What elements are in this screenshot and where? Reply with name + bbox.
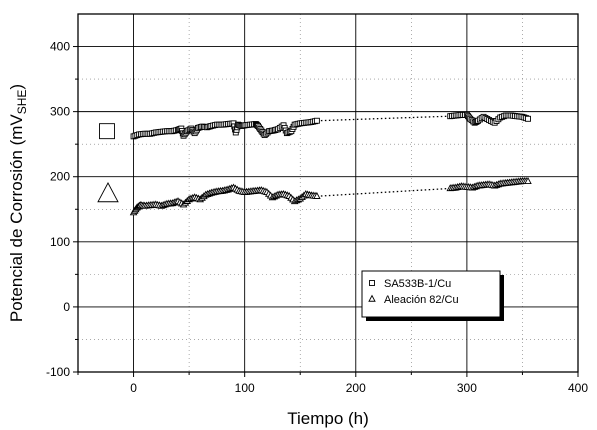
series-square-markers	[130, 111, 531, 140]
side-triangle-marker	[97, 182, 119, 203]
plot-area-frame	[77, 13, 579, 373]
axis-ticks: 0 100 200 300 400 -100 0 100 200 300 400	[46, 40, 588, 395]
y-axis-title-close: )	[7, 84, 26, 90]
x-tick-label: 400	[568, 381, 588, 395]
y-tick-label: 0	[63, 300, 70, 314]
side-square-marker	[99, 123, 115, 140]
data-markers	[129, 111, 532, 216]
y-tick-label: 400	[50, 40, 70, 54]
y-tick-label: 100	[50, 235, 70, 249]
x-tick-label: 300	[457, 381, 477, 395]
x-tick-label: 200	[346, 381, 366, 395]
dotted-link-line	[316, 115, 451, 122]
y-axis-title-main: Potencial de Corrosión (mV	[7, 114, 26, 323]
y-tick-label: 200	[50, 170, 70, 184]
legend-entries: SA533B-1/Cu Aleación 82/Cu	[368, 278, 459, 306]
dotted-link-lines	[316, 115, 451, 197]
series-triangle-markers	[129, 176, 532, 216]
y-tick-label: -100	[46, 365, 70, 379]
legend-label: SA533B-1/Cu	[384, 278, 451, 290]
x-axis-title: Tiempo (h)	[287, 409, 369, 428]
data-point-square	[525, 115, 531, 122]
legend-triangle-marker	[368, 294, 376, 302]
dotted-link-line	[316, 187, 451, 197]
y-axis-title-subscript: SHE	[15, 90, 29, 115]
side-series-markers	[97, 123, 119, 203]
legend-square-marker	[369, 280, 375, 286]
data-point-square	[313, 117, 320, 124]
data-point-triangle	[313, 191, 321, 199]
y-axis-title: Potencial de Corrosión (mVSHE)	[7, 84, 29, 322]
x-tick-label: 0	[130, 381, 137, 395]
legend: SA533B-1/Cu Aleación 82/Cu	[361, 270, 504, 321]
legend-box	[361, 270, 501, 318]
legend-label: Aleación 82/Cu	[384, 294, 459, 306]
data-point-triangle	[524, 176, 532, 184]
y-tick-label: 300	[50, 105, 70, 119]
x-tick-label: 100	[235, 381, 255, 395]
